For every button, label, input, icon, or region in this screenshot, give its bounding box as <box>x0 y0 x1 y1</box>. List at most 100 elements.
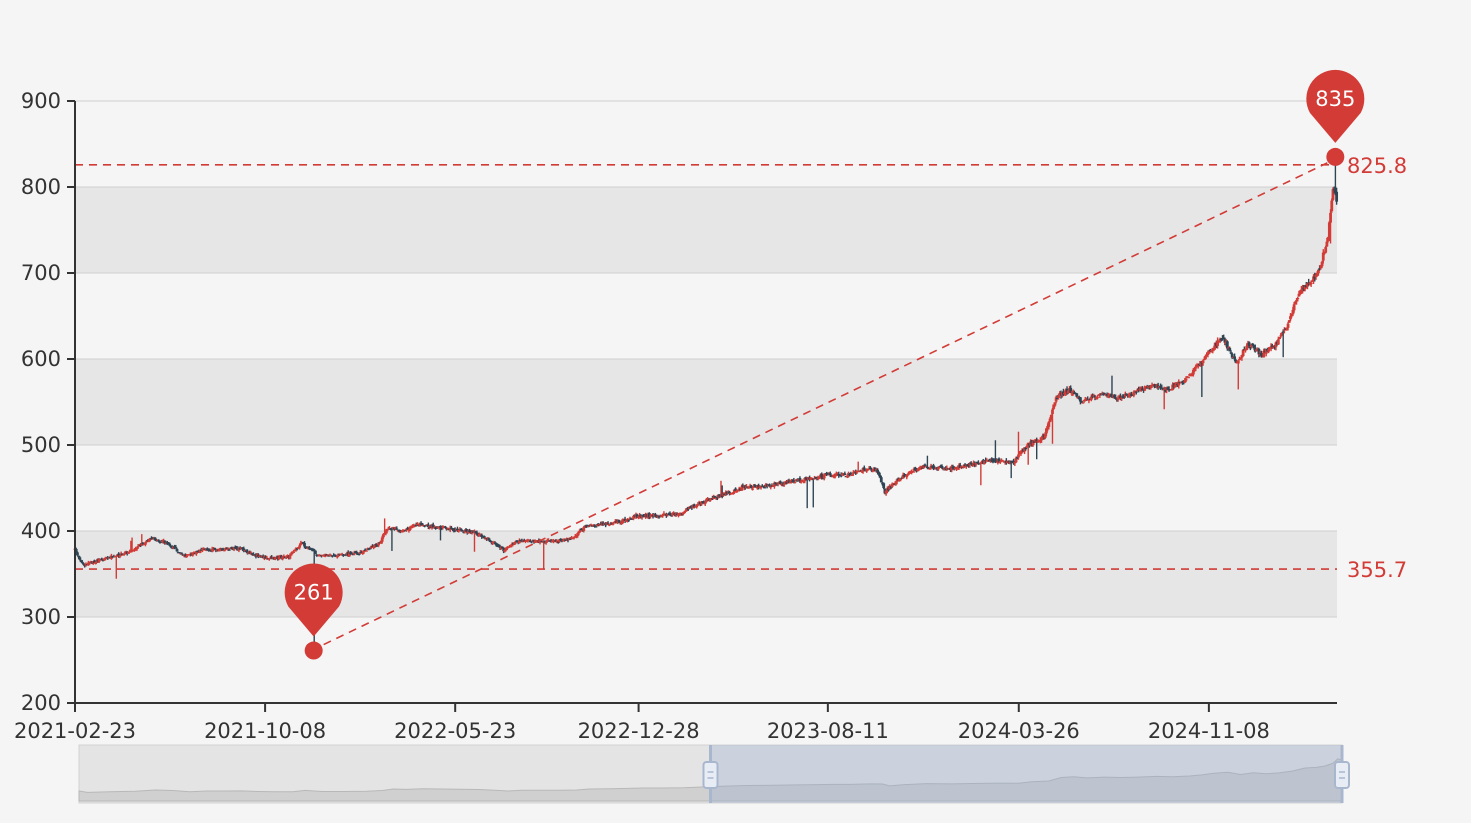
candle-body <box>1228 348 1232 352</box>
candle-body <box>380 537 384 542</box>
candle-body <box>747 486 751 489</box>
candle-body <box>899 478 903 480</box>
candle-body <box>335 556 339 558</box>
candle-body <box>1225 341 1229 349</box>
candle-body <box>191 552 195 556</box>
candle-body <box>141 543 145 545</box>
candle-body <box>986 460 990 462</box>
candle-body <box>79 560 83 563</box>
candle-body <box>1038 439 1042 442</box>
candle-body <box>1211 348 1215 351</box>
candle-body <box>1081 402 1085 404</box>
candle-body <box>385 528 389 532</box>
candle-body <box>1270 345 1274 347</box>
candle-body <box>617 520 621 522</box>
candle-body <box>1216 340 1220 346</box>
candle-body <box>1272 347 1275 349</box>
candle-body <box>78 557 82 560</box>
candle-body <box>952 466 956 469</box>
data-zoom-slider[interactable] <box>78 744 1350 804</box>
candle-body <box>169 546 173 548</box>
candle-body <box>624 520 628 522</box>
candle-body <box>198 549 202 553</box>
candle-body <box>1204 356 1207 360</box>
candle-body <box>774 482 778 485</box>
plot-band-700-800 <box>75 187 1337 273</box>
candle-body <box>1239 357 1243 360</box>
candle-body <box>1159 386 1162 389</box>
candle-body <box>249 552 253 554</box>
candle-body <box>983 460 986 464</box>
zoom-handle-grip <box>1334 761 1350 789</box>
candle-body <box>323 555 327 557</box>
candle-body <box>736 489 740 491</box>
candle-body <box>258 555 261 558</box>
candle-body <box>803 478 807 482</box>
markline-high-label: 825.8 <box>1347 154 1407 178</box>
zoom-selected-window[interactable] <box>710 745 1343 803</box>
candle-body <box>1014 457 1018 463</box>
candle-body <box>834 473 838 475</box>
candle-body <box>817 477 821 480</box>
candle-body <box>474 531 478 533</box>
candle-body <box>878 475 882 478</box>
candle-body <box>569 538 572 540</box>
candle-body <box>593 525 597 527</box>
candle-body <box>1274 342 1278 348</box>
candle-body <box>679 513 683 516</box>
candle-body <box>1075 393 1079 397</box>
candle-body <box>943 468 946 470</box>
candle-body <box>558 539 561 542</box>
candle-body <box>632 515 635 519</box>
candle-body <box>227 549 231 551</box>
candle-body <box>759 486 763 488</box>
candle-body <box>1035 440 1039 442</box>
candle-body <box>1183 380 1187 383</box>
candle-body <box>1241 349 1245 357</box>
plot-band-200-300 <box>75 617 1337 703</box>
candle-body <box>1318 268 1322 270</box>
candle-body <box>1230 353 1234 358</box>
candle-body <box>785 482 788 484</box>
zoom-right-handle[interactable] <box>1334 761 1350 789</box>
candle-body <box>175 548 179 552</box>
candle-body <box>1236 360 1240 364</box>
candle-body <box>1264 349 1268 354</box>
zoom-left-handle[interactable] <box>702 761 719 789</box>
candle-body <box>281 556 285 560</box>
candle-body <box>916 469 920 471</box>
candle-body <box>1045 428 1048 434</box>
candle-body <box>509 546 513 548</box>
candle-body <box>1196 363 1200 367</box>
candle-body <box>482 535 486 539</box>
candle-body <box>1280 332 1284 336</box>
candle-body <box>796 480 799 482</box>
candle-body <box>383 532 387 535</box>
candle-body <box>76 552 79 556</box>
candle-body <box>1052 404 1056 409</box>
candle-body <box>368 548 372 550</box>
candle-body <box>140 542 144 546</box>
candle-body <box>1085 398 1088 401</box>
candle-body <box>1291 309 1295 315</box>
candle-body <box>1298 290 1302 295</box>
candle-body <box>157 540 161 542</box>
candle-body <box>1122 396 1126 398</box>
candle-body <box>99 559 102 561</box>
candle-body <box>1201 360 1205 364</box>
candle-body <box>768 484 771 487</box>
candle-body <box>453 529 457 531</box>
candle-body <box>757 485 761 488</box>
mark-lines <box>75 162 1337 646</box>
candle-body <box>1089 396 1093 400</box>
candle-body <box>416 524 419 526</box>
candle-body <box>1182 382 1186 384</box>
candle-body <box>1324 247 1328 253</box>
candle-body <box>502 547 506 552</box>
candle-body <box>862 467 866 470</box>
candle-body <box>1017 454 1020 458</box>
candle-body <box>1179 382 1183 384</box>
candle-body <box>1162 388 1166 391</box>
candle-body <box>1080 401 1084 403</box>
